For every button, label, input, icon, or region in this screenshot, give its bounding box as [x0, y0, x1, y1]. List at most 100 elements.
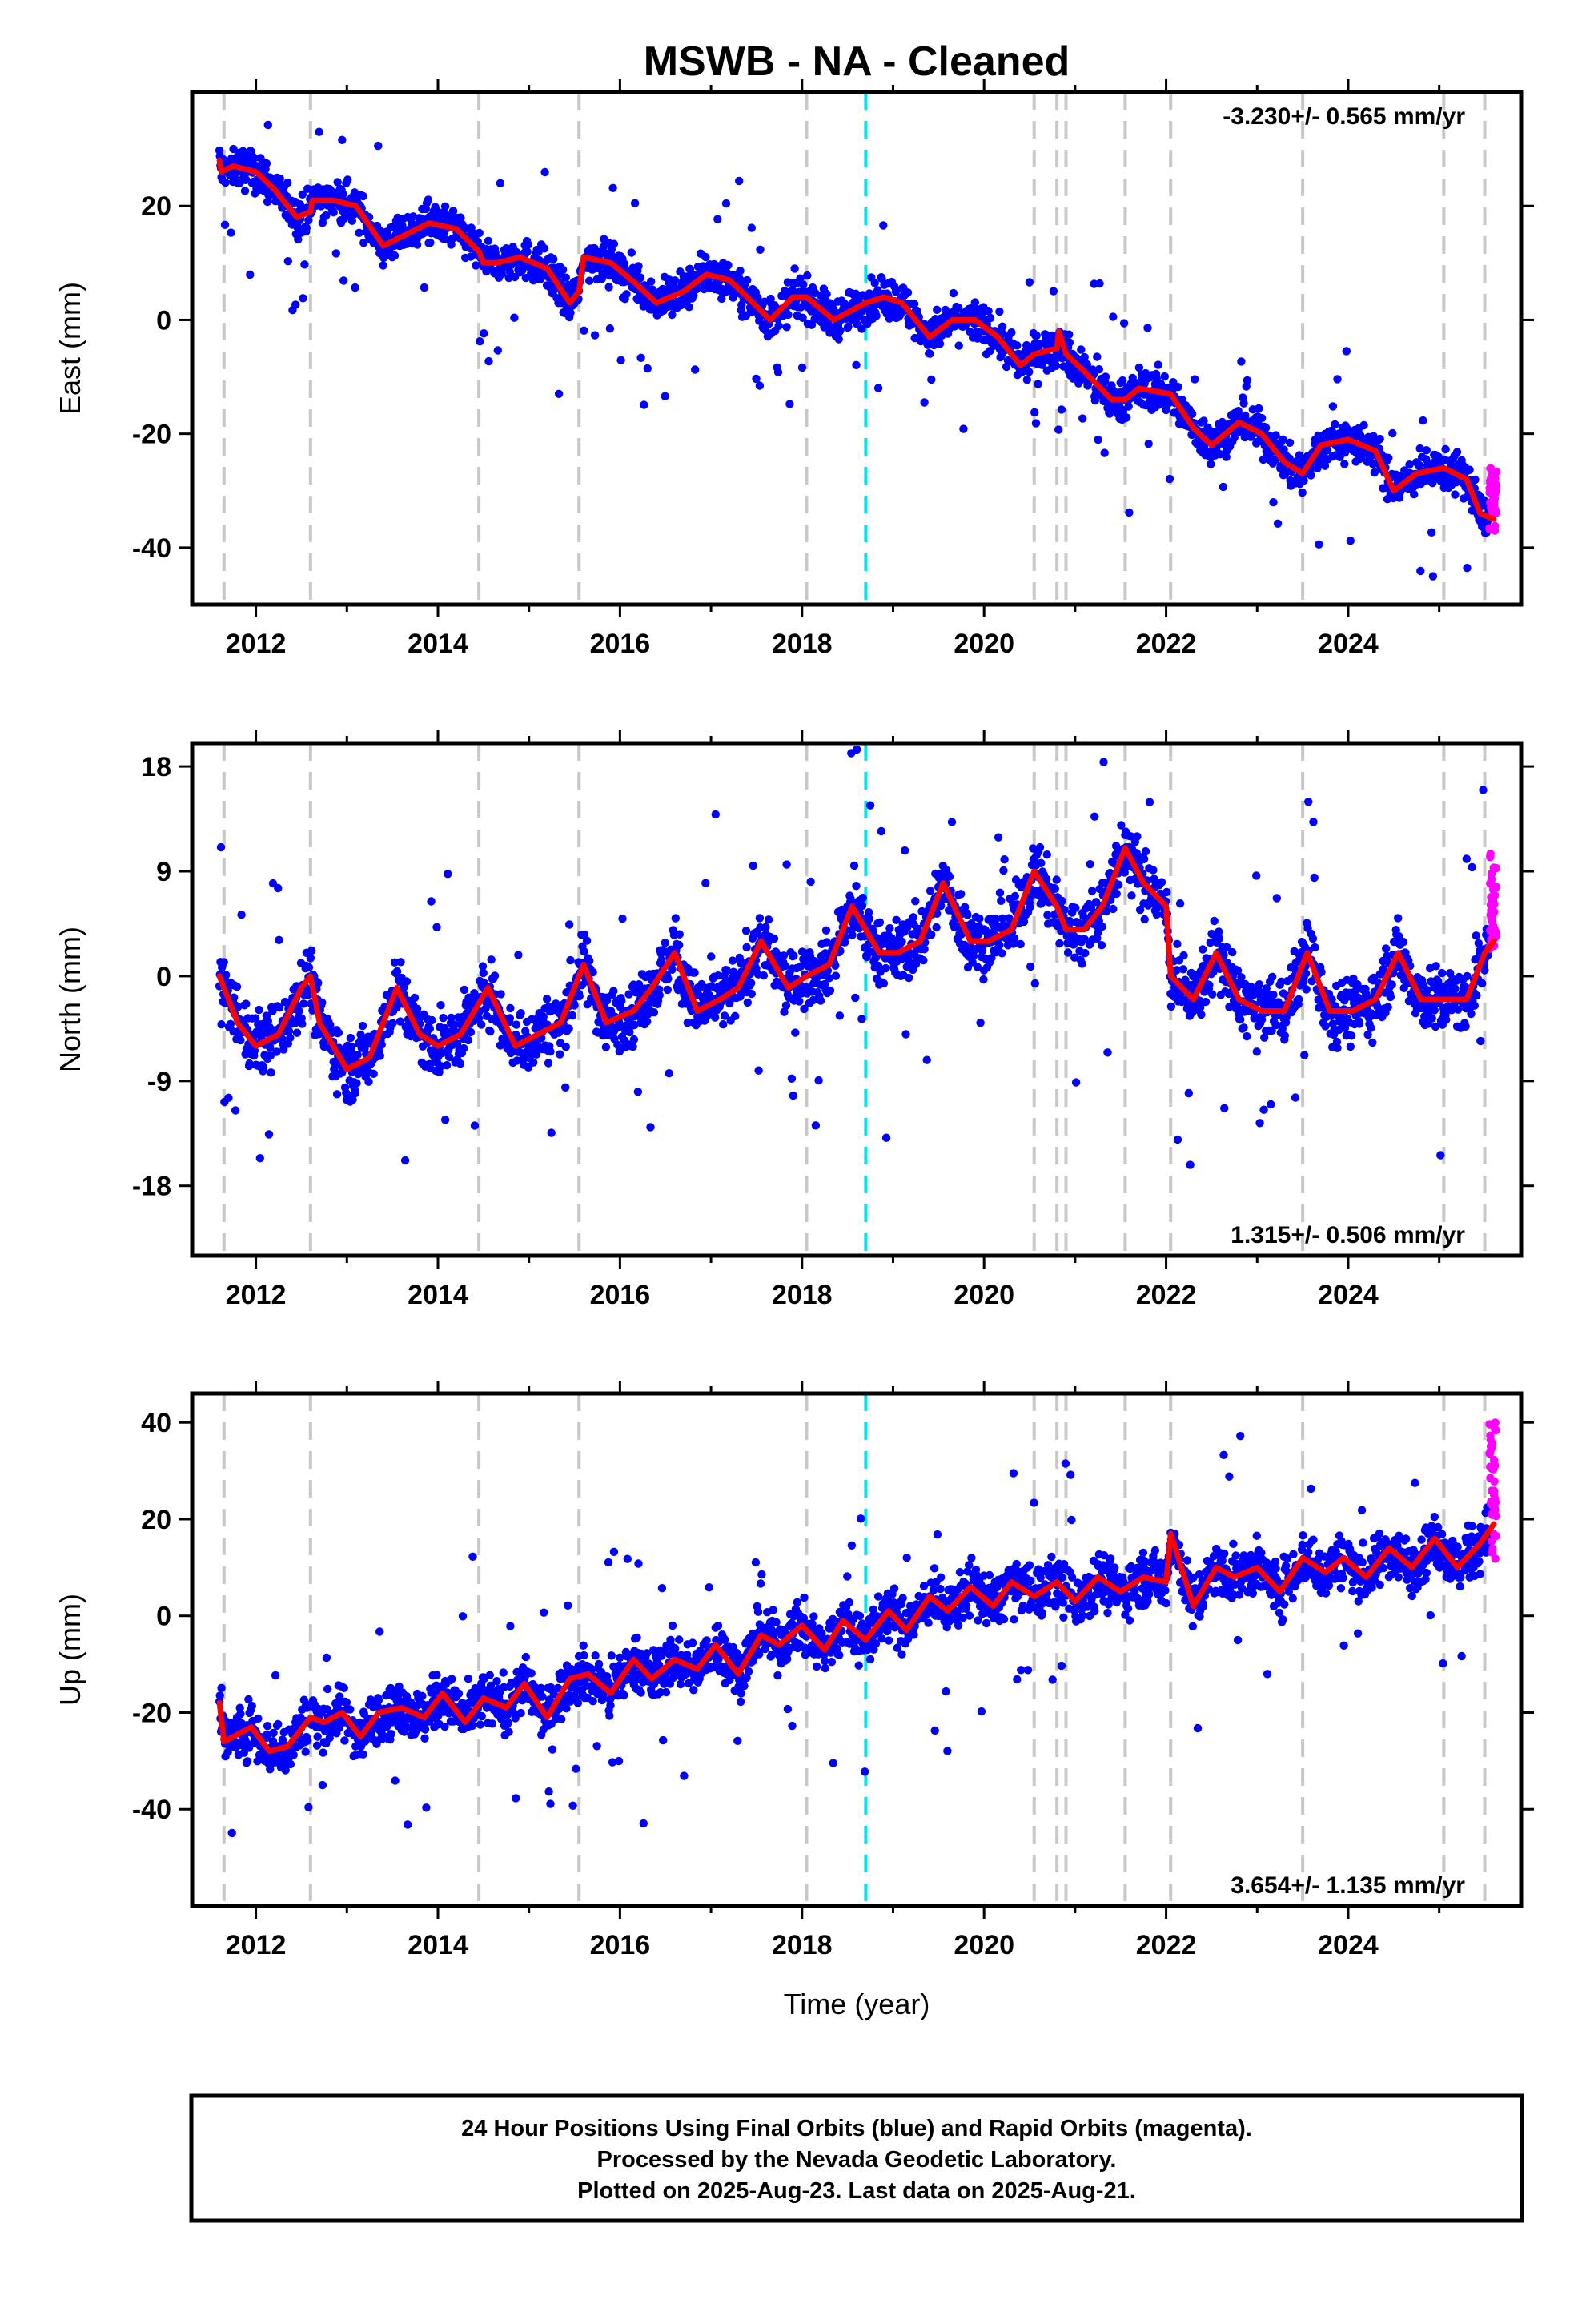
- final-orbit-point: [410, 993, 420, 1003]
- final-orbit-point: [444, 1053, 454, 1062]
- final-orbit-point: [1369, 973, 1379, 983]
- final-orbit-point: [565, 920, 574, 929]
- final-orbit-point: [1347, 1031, 1356, 1040]
- final-orbit-point: [392, 967, 402, 976]
- final-orbit-point: [629, 1035, 639, 1044]
- final-orbit-point: [1205, 980, 1214, 990]
- final-orbit-point: [1332, 1037, 1342, 1047]
- final-orbit-point: [379, 253, 388, 262]
- final-orbit-point: [1282, 1013, 1291, 1022]
- final-orbit-point: [668, 310, 677, 320]
- final-orbit-point: [752, 374, 761, 384]
- final-orbit-point: [781, 961, 789, 971]
- final-orbit-point: [432, 923, 441, 932]
- final-orbit-point: [364, 1077, 373, 1086]
- final-orbit-point: [1410, 490, 1419, 499]
- final-orbit-point: [230, 993, 239, 1002]
- final-orbit-point: [1262, 984, 1271, 993]
- final-orbit-point: [799, 280, 808, 289]
- final-orbit-point: [987, 954, 996, 963]
- final-orbit-point: [881, 1133, 891, 1142]
- final-orbit-point: [412, 1004, 422, 1014]
- final-orbit-point: [396, 958, 405, 967]
- final-orbit-point: [1126, 832, 1135, 841]
- final-orbit-point: [797, 363, 807, 372]
- final-orbit-point: [263, 197, 272, 207]
- final-orbit-point: [779, 951, 789, 960]
- final-orbit-point: [514, 951, 523, 959]
- final-orbit-point: [735, 176, 744, 186]
- final-orbit-point: [998, 949, 1006, 958]
- final-orbit-point: [1080, 352, 1089, 362]
- final-orbit-point: [436, 1001, 445, 1010]
- final-orbit-point: [1078, 959, 1086, 968]
- final-orbit-point: [995, 940, 1004, 950]
- final-orbit-point: [1465, 465, 1474, 474]
- figure-title: MSWB - NA - Cleaned: [644, 38, 1070, 85]
- final-orbit-point: [302, 223, 311, 232]
- final-orbit-point: [1255, 404, 1263, 413]
- final-orbit-point: [909, 300, 919, 308]
- final-orbit-point: [1097, 941, 1106, 950]
- final-orbit-point: [1301, 969, 1311, 978]
- final-orbit-point: [901, 1030, 910, 1039]
- final-orbit-point: [470, 1121, 480, 1130]
- final-orbit-point: [831, 961, 840, 971]
- final-orbit-point: [741, 927, 751, 935]
- final-orbit-point: [1340, 1023, 1350, 1032]
- final-orbit-point: [1052, 875, 1061, 884]
- final-orbit-point: [1375, 434, 1384, 444]
- final-orbit-point: [789, 1091, 797, 1100]
- final-orbit-point: [857, 901, 867, 911]
- final-orbit-point: [755, 914, 765, 923]
- final-orbit-point: [427, 897, 436, 906]
- final-orbit-point: [742, 943, 751, 952]
- final-orbit-point: [478, 962, 488, 971]
- final-orbit-point: [456, 214, 465, 223]
- final-orbit-point: [352, 1079, 361, 1088]
- final-orbit-point: [1026, 892, 1036, 901]
- final-orbit-point: [351, 1089, 359, 1098]
- final-orbit-point: [1428, 572, 1438, 581]
- final-orbit-point: [665, 1069, 673, 1078]
- final-orbit-point: [1090, 812, 1099, 821]
- final-orbit-point: [1222, 452, 1231, 461]
- east-panel: 2012 2014 2016 2018 2020 2022 2024-40-20020Eas…: [54, 79, 1534, 659]
- final-orbit-point: [963, 911, 972, 919]
- final-orbit-point: [913, 924, 922, 934]
- final-orbit-point: [307, 946, 316, 955]
- final-orbit-point: [1201, 997, 1211, 1007]
- final-orbit-point: [1042, 850, 1052, 859]
- final-orbit-point: [1013, 341, 1022, 350]
- final-orbit-point: [466, 1027, 476, 1037]
- final-orbit-point: [295, 1007, 303, 1015]
- final-orbit-point: [424, 195, 433, 204]
- final-orbit-point: [617, 996, 626, 1006]
- final-orbit-point: [1304, 798, 1313, 806]
- final-orbit-point: [369, 1069, 378, 1079]
- final-orbit-point: [787, 1074, 797, 1084]
- final-orbit-point: [221, 178, 230, 187]
- final-orbit-point: [532, 1050, 541, 1059]
- final-orbit-point: [1165, 474, 1174, 484]
- final-orbit-point: [283, 179, 292, 187]
- final-orbit-point: [1252, 1047, 1262, 1056]
- final-orbit-point: [1279, 435, 1287, 444]
- y-tick-label: -40: [132, 533, 171, 564]
- final-orbit-point: [222, 971, 231, 979]
- north-panel: 2012 2014 2016 2018 2020 2022 2024-18-90918Nor…: [54, 730, 1534, 1310]
- final-orbit-point: [402, 977, 412, 986]
- final-orbit-point: [561, 1043, 570, 1051]
- final-orbit-point: [1086, 860, 1094, 869]
- final-orbit-point: [1299, 476, 1308, 485]
- final-orbit-point: [633, 1088, 643, 1096]
- final-orbit-point: [447, 1013, 456, 1023]
- final-orbit-point: [1065, 338, 1074, 347]
- final-orbit-point: [359, 191, 367, 201]
- final-orbit-point: [995, 307, 1004, 316]
- final-orbit-point: [1026, 903, 1034, 911]
- final-orbit-point: [877, 826, 886, 836]
- final-orbit-point: [334, 1028, 343, 1037]
- final-orbit-point: [1310, 873, 1319, 883]
- final-orbit-point: [1066, 918, 1075, 927]
